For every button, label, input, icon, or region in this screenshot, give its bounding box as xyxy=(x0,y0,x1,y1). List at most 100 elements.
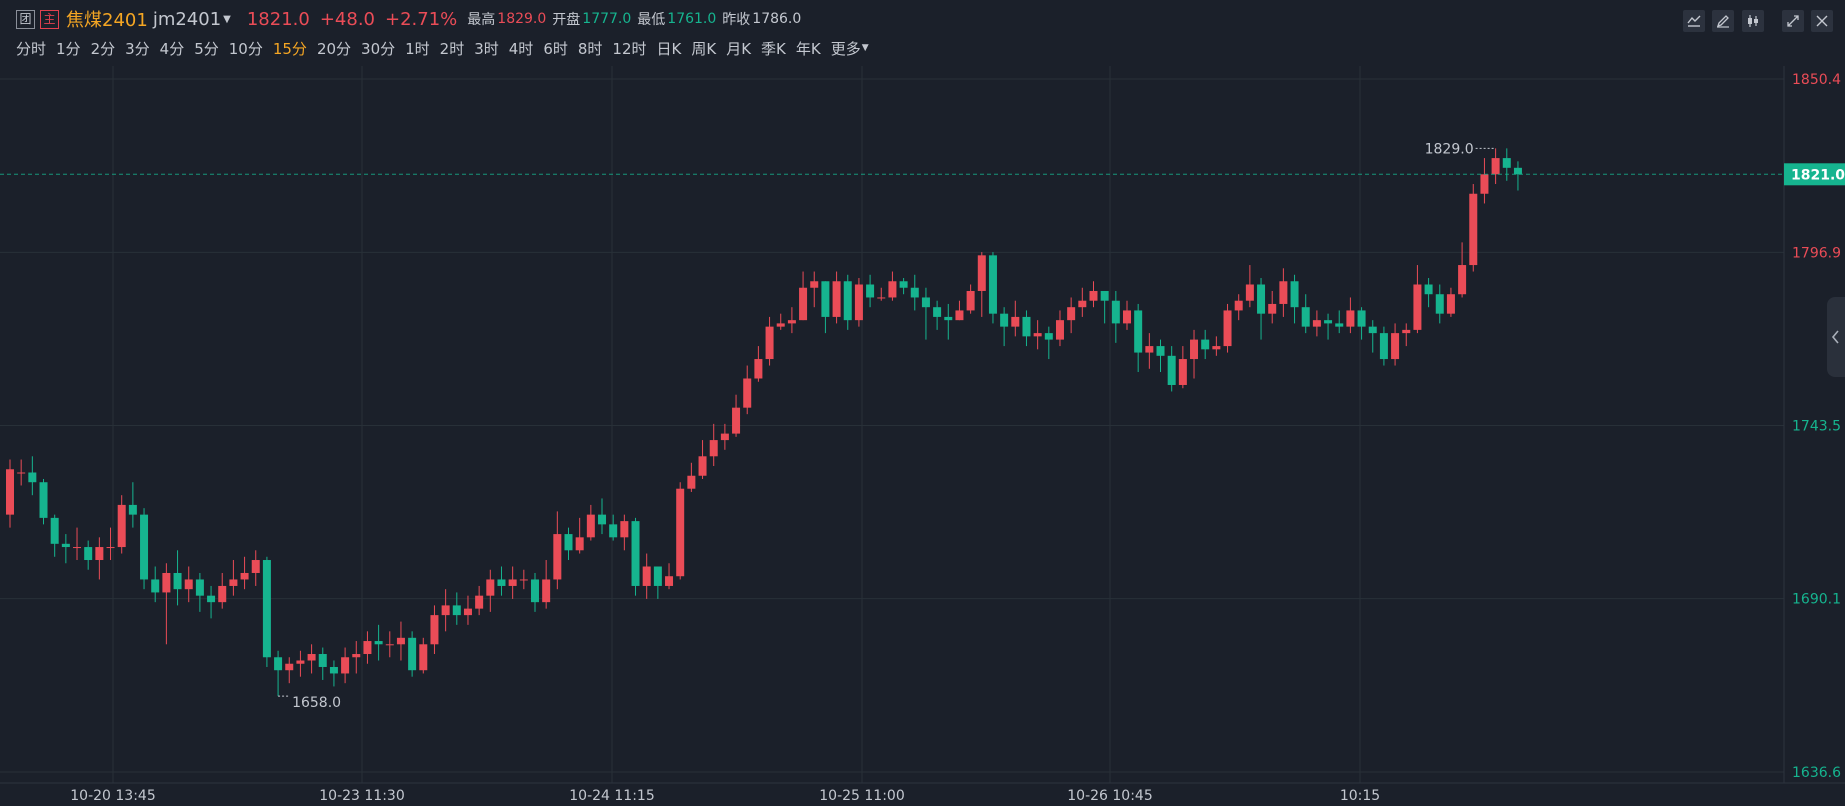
prev-close-label: 昨收 xyxy=(722,12,751,28)
draw-pen-icon[interactable] xyxy=(1712,10,1734,32)
candle-body xyxy=(944,316,953,321)
candle-body xyxy=(1368,326,1377,334)
candle-body xyxy=(84,547,93,561)
interval-tab-3[interactable]: 3分 xyxy=(125,39,150,58)
candle-body xyxy=(1357,310,1366,327)
candle-body xyxy=(173,572,182,590)
candle-body xyxy=(329,666,338,674)
candle-body xyxy=(475,595,484,609)
candle-body xyxy=(821,281,830,317)
x-tick-label: 10-26 10:45 xyxy=(1067,788,1152,804)
candle-body xyxy=(184,579,193,590)
interval-tab-19[interactable]: 月K xyxy=(726,39,752,58)
last-price: 1821.0 xyxy=(246,8,310,30)
candle-body xyxy=(1055,320,1064,340)
interval-tab-8[interactable]: 20分 xyxy=(316,39,352,58)
fullscreen-icon[interactable] xyxy=(1782,10,1804,32)
chevron-left-icon xyxy=(1831,330,1839,344)
interval-tab-5[interactable]: 5分 xyxy=(194,39,219,58)
interval-tab-4[interactable]: 4分 xyxy=(159,39,185,58)
interval-tab-15[interactable]: 8时 xyxy=(577,39,603,58)
candle-body xyxy=(251,560,260,573)
candle-body xyxy=(1290,281,1299,308)
interval-tab-13[interactable]: 4时 xyxy=(508,39,534,58)
x-tick-label: 10-24 11:15 xyxy=(569,788,654,804)
high-annotation: 1829.0 xyxy=(1425,141,1474,157)
candle-body xyxy=(396,637,405,645)
interval-tab-10[interactable]: 1时 xyxy=(405,39,430,58)
interval-tab-16[interactable]: 12时 xyxy=(612,39,647,58)
candle-body xyxy=(1480,174,1489,194)
header-bar: 团 主 焦煤2401 jm2401 ▼ 1821.0 +48.0 +2.71% … xyxy=(0,0,1845,66)
candle-body xyxy=(1502,158,1511,168)
candlestick-chart[interactable]: 1850.4 1796.9 1743.5 1690.1 1636.6 10-20 13:4… xyxy=(0,66,1845,806)
candle-body xyxy=(1033,333,1042,337)
candle-body xyxy=(6,469,14,515)
interval-tab-7[interactable]: 15分 xyxy=(272,39,307,58)
candle-body xyxy=(408,637,417,671)
tag-main-contract[interactable]: 主 xyxy=(40,9,59,29)
interval-tab-12[interactable]: 3时 xyxy=(474,39,499,58)
candle-body xyxy=(1000,313,1009,327)
low-value: 1761.0 xyxy=(667,11,717,27)
candle-body xyxy=(419,644,428,671)
candle-body xyxy=(564,534,573,551)
candle-body xyxy=(1458,265,1467,295)
candle-style-icon[interactable] xyxy=(1742,10,1764,32)
candle-body xyxy=(508,579,517,586)
candle-body xyxy=(1491,158,1500,175)
candle-body xyxy=(1067,307,1076,321)
y-tick-label: 1743.5 xyxy=(1792,419,1841,435)
product-code[interactable]: jm2401 xyxy=(152,8,222,30)
open-label: 开盘 xyxy=(552,12,581,28)
candle-body xyxy=(1123,310,1131,324)
interval-tab-18[interactable]: 周K xyxy=(691,39,717,58)
candle-body xyxy=(1111,300,1120,324)
candle-body xyxy=(832,281,841,317)
candle-body xyxy=(843,281,852,321)
candle-body xyxy=(106,547,115,549)
more-caret-icon[interactable]: ▼ xyxy=(861,43,869,53)
candle-body xyxy=(1402,329,1411,334)
candle-body xyxy=(1044,333,1053,340)
candle-body xyxy=(966,290,975,311)
candle-body xyxy=(1324,320,1333,324)
interval-tab-21[interactable]: 年K xyxy=(795,39,821,58)
candle-body xyxy=(195,579,204,596)
candle-body xyxy=(1223,310,1232,347)
close-icon[interactable] xyxy=(1811,10,1833,32)
last-price-badge xyxy=(1784,163,1845,186)
product-name[interactable]: 焦煤2401 xyxy=(66,10,148,31)
interval-tab-17[interactable]: 日K xyxy=(656,39,682,58)
candle-body xyxy=(1424,284,1433,295)
interval-tab-2[interactable]: 2分 xyxy=(90,39,116,58)
interval-tab-9[interactable]: 30分 xyxy=(361,39,396,58)
interval-tab-6[interactable]: 10分 xyxy=(228,39,263,58)
interval-tab-0[interactable]: 分时 xyxy=(16,39,47,58)
candle-body xyxy=(28,472,37,483)
x-tick-label: 10-23 11:30 xyxy=(319,788,404,804)
candle-body xyxy=(799,287,808,321)
interval-tab-20[interactable]: 季K xyxy=(761,39,786,58)
interval-tab-1[interactable]: 1分 xyxy=(56,39,81,58)
candle-body xyxy=(631,521,640,586)
chevron-down-icon[interactable]: ▼ xyxy=(223,13,231,25)
candle-body xyxy=(709,440,718,457)
collapse-panel-handle[interactable] xyxy=(1827,297,1845,377)
candle-body xyxy=(866,284,875,298)
tag-tuan[interactable]: 团 xyxy=(16,9,35,29)
candle-body xyxy=(363,641,372,655)
interval-tab-14[interactable]: 6时 xyxy=(543,39,568,58)
candle-body xyxy=(17,472,26,474)
candle-body xyxy=(899,281,908,288)
candle-body xyxy=(262,560,271,658)
candle-body xyxy=(1212,346,1221,350)
candle-body xyxy=(776,323,785,327)
candle-body xyxy=(1167,355,1176,385)
candle-body xyxy=(698,456,707,476)
interval-tab-11[interactable]: 2时 xyxy=(439,39,465,58)
candle-body xyxy=(207,595,216,603)
indicator-icon[interactable] xyxy=(1683,10,1705,32)
interval-tab-22[interactable]: 更多 xyxy=(830,39,861,58)
candle-body xyxy=(1257,284,1266,314)
